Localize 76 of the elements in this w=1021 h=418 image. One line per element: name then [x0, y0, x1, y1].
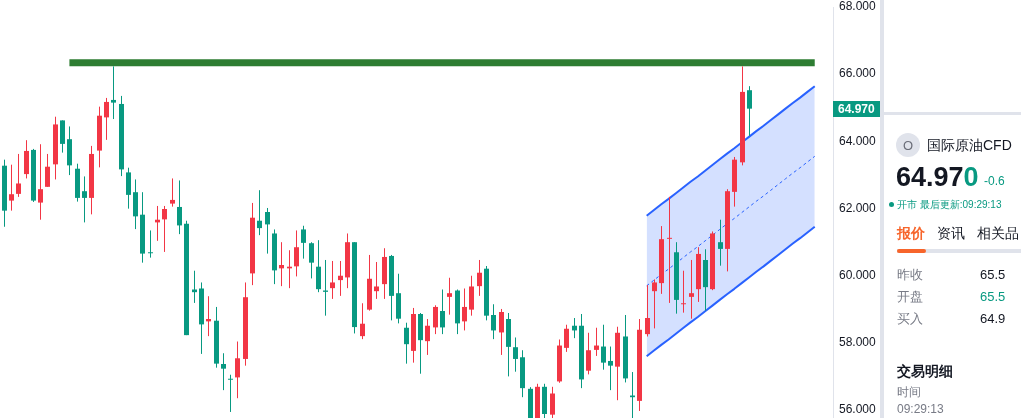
candlestick: [111, 65, 116, 120]
candlestick: [374, 261, 379, 300]
text: O: [903, 137, 914, 153]
candlestick: [594, 327, 599, 357]
candlestick: [16, 153, 21, 198]
candlestick: [126, 167, 131, 210]
y-tick-label: 66.000: [839, 66, 877, 81]
y-tick-label: 64.000: [839, 133, 877, 148]
candlestick: [477, 259, 482, 297]
candlestick: [228, 374, 233, 413]
candlestick: [586, 332, 591, 375]
candlestick: [330, 260, 335, 300]
candlestick: [338, 260, 343, 297]
candlestick: [60, 119, 65, 154]
candlestick: [177, 179, 182, 235]
candlestick: [601, 324, 606, 371]
candlestick: [491, 303, 496, 340]
y-tick-label: 60.000: [839, 267, 877, 282]
candlestick: [316, 239, 321, 293]
text: 开市 最后更新:09:29:13: [897, 199, 1002, 211]
candlestick: [9, 164, 14, 212]
candlestick: [433, 304, 438, 335]
candlestick: [425, 318, 430, 356]
candlestick: [404, 322, 409, 365]
text: -0.6: [984, 174, 1005, 188]
y-tick-label: 68.000: [839, 0, 877, 14]
text: 时间: [897, 385, 921, 399]
text: 昨收: [897, 266, 923, 282]
text: 报价: [897, 225, 925, 241]
candlestick: [235, 341, 240, 399]
candlestick: [681, 270, 686, 314]
candlestick: [469, 275, 474, 317]
candlestick: [360, 302, 365, 340]
candlestick: [265, 207, 270, 255]
text: 09:29:13: [897, 402, 944, 416]
candlestick: [667, 196, 672, 304]
text: 64.970: [896, 161, 979, 193]
candlestick: [24, 139, 29, 179]
candlestick: [162, 205, 167, 253]
candlestick: [440, 289, 445, 335]
candlestick: [608, 346, 613, 391]
candlestick: [148, 229, 153, 259]
candlestick: [652, 278, 657, 329]
candlestick: [38, 143, 43, 221]
candlestick: [645, 284, 650, 337]
y-tick-label: 56.000: [839, 401, 877, 416]
candlestick: [104, 97, 109, 141]
candlestick: [221, 352, 226, 391]
candlestick: [170, 177, 175, 208]
candlestick: [294, 229, 299, 277]
text: 相关品: [977, 225, 1019, 241]
candlestick: [462, 287, 467, 331]
y-tick-label: 58.000: [839, 334, 877, 349]
candlestick: [747, 85, 752, 137]
text: 国际原油CFD: [927, 137, 1012, 153]
candlestick: [301, 225, 306, 260]
candlestick: [499, 308, 504, 356]
candlestick: [550, 386, 555, 418]
text: 开盘: [897, 288, 923, 304]
text: 资讯: [937, 225, 965, 241]
candlestick: [718, 219, 723, 267]
candlestick: [689, 259, 694, 320]
text: 64.9: [980, 310, 1006, 326]
candlestick: [257, 189, 262, 236]
text: 交易明细: [897, 363, 953, 379]
y-tick-label: 62.000: [839, 200, 877, 215]
candlestick: [513, 336, 518, 373]
candlestick: [309, 241, 314, 279]
candlestick: [447, 277, 452, 316]
text: 65.5: [980, 266, 1006, 282]
text: 65.5: [980, 288, 1006, 304]
candlestick: [564, 324, 569, 353]
text: 64.970: [838, 101, 876, 116]
candlestick: [45, 153, 50, 188]
text: 买入: [897, 310, 923, 326]
candlestick: [82, 175, 87, 223]
